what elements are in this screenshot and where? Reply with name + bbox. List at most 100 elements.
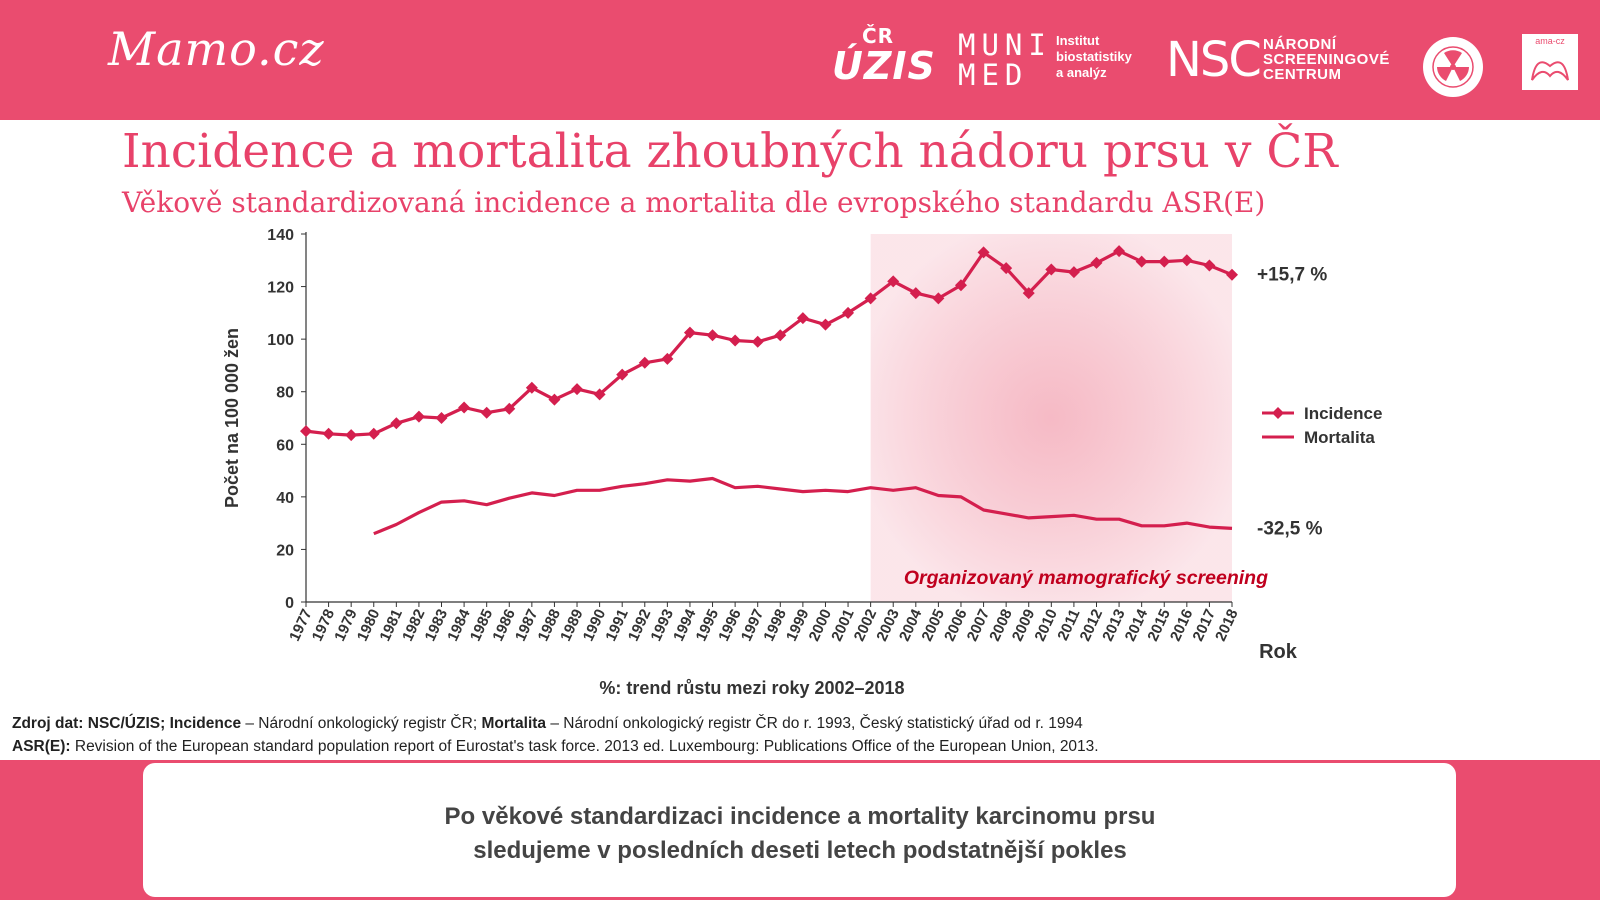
conclusion-line-1: Po věkové standardizaci incidence a mort… (444, 803, 1156, 830)
institute-line-2: biostatistiky (1056, 49, 1132, 64)
conclusion-box (143, 763, 1456, 897)
trend-note: %: trend růstu mezi roky 2002–2018 (599, 678, 905, 698)
y-tick-label: 0 (285, 595, 294, 612)
data-point-incidence (345, 429, 358, 442)
ama-logo: ama-cz (1522, 34, 1578, 90)
asr-text: Revision of the European standard popula… (70, 738, 1099, 755)
data-point-incidence (887, 275, 900, 288)
data-point-incidence (367, 427, 380, 440)
institute-logo-text: Institut biostatistiky a analýz (1056, 33, 1132, 81)
ama-logo-text: ama-cz (1535, 36, 1565, 46)
data-point-incidence (774, 329, 787, 342)
data-point-incidence (571, 383, 584, 396)
data-point-incidence (683, 326, 696, 339)
source-label: Zdroj dat: NSC/ÚZIS; Incidence (12, 715, 242, 732)
source-line-2: ASR(E): Revision of the European standar… (12, 735, 1099, 758)
data-point-incidence (796, 312, 809, 325)
radiology-society-logo-icon (1423, 37, 1483, 97)
screening-label: Organizovaný mamografický screening (904, 567, 1268, 589)
data-point-incidence (322, 427, 335, 440)
x-tick-label: 2010 (1031, 607, 1061, 644)
muni-med-logo: MUNI MED (958, 30, 1052, 90)
data-point-incidence (1180, 254, 1193, 267)
data-point-incidence (977, 246, 990, 259)
source-text-1: – Národní onkologický registr ČR; (241, 715, 482, 732)
data-point-incidence (751, 335, 764, 348)
y-tick-label: 80 (276, 385, 294, 402)
data-point-incidence (1045, 263, 1058, 276)
data-point-incidence (1000, 262, 1013, 275)
y-tick-label: 40 (276, 490, 294, 507)
data-point-incidence (638, 356, 651, 369)
legend-marker-incidence (1272, 407, 1284, 419)
data-point-incidence (548, 393, 561, 406)
chart-subtitle: Věkově standardizovaná incidence a morta… (122, 186, 1266, 219)
data-point-incidence (864, 292, 877, 305)
source-line-1: Zdroj dat: NSC/ÚZIS; Incidence – Národní… (12, 712, 1099, 735)
data-point-incidence (729, 334, 742, 347)
nsc-line-2: SCREENINGOVÉ (1263, 51, 1390, 68)
y-tick-label: 120 (267, 280, 294, 297)
data-point-incidence (1022, 287, 1035, 300)
data-point-incidence (390, 417, 403, 430)
legend-label-incidence: Incidence (1304, 404, 1382, 423)
source-note: Zdroj dat: NSC/ÚZIS; Incidence – Národní… (12, 712, 1099, 758)
data-point-incidence (1090, 256, 1103, 269)
nsc-logo: NSC (1166, 32, 1262, 88)
source-mortality-label: Mortalita (481, 715, 547, 732)
data-point-incidence (1113, 245, 1126, 258)
data-point-incidence (909, 287, 922, 300)
screening-region (870, 234, 1232, 602)
data-point-incidence (300, 425, 312, 438)
y-tick-label: 20 (276, 542, 294, 559)
uzis-logo-cr: ČR (862, 24, 895, 48)
header-bar (0, 0, 1600, 120)
nsc-line-3: CENTRUM (1263, 66, 1342, 83)
y-axis-label: Počet na 100 000 žen (222, 328, 242, 508)
conclusion-line-2: sledujeme v posledních deseti letech pod… (473, 837, 1127, 864)
trend-note-wrap: %: trend růstu mezi roky 2002–2018 (0, 678, 1600, 699)
y-tick-label: 60 (276, 437, 294, 454)
data-point-incidence (616, 368, 629, 381)
institute-line-1: Institut (1056, 33, 1100, 48)
conclusion-text: Po věkové standardizaci incidence a mort… (0, 800, 1600, 868)
data-point-incidence (932, 292, 945, 305)
data-point-incidence (1203, 259, 1216, 272)
data-point-incidence (706, 329, 719, 342)
data-point-incidence (593, 388, 606, 401)
uzis-logo: ÚZIS ČR (832, 24, 936, 88)
data-point-incidence (954, 279, 967, 292)
data-point-incidence (1067, 266, 1080, 279)
data-point-incidence (525, 381, 538, 394)
data-point-incidence (1158, 255, 1171, 268)
source-text-2: – Národní onkologický registr ČR do r. 1… (546, 715, 1083, 732)
data-point-incidence (458, 401, 471, 414)
nsc-line-1: NÁRODNÍ (1263, 36, 1337, 53)
data-point-incidence (435, 412, 448, 424)
brand-logo[interactable]: Mamo.cz (108, 22, 325, 76)
data-point-incidence (1226, 268, 1238, 281)
mortality-trend-label: -32,5 % (1257, 518, 1323, 539)
y-tick-label: 100 (267, 332, 294, 349)
nsc-logo-text: NÁRODNÍ SCREENINGOVÉ CENTRUM (1263, 37, 1390, 82)
muni-logo-text: MUNI (958, 28, 1052, 62)
ama-ribbon-icon (1531, 61, 1569, 81)
data-point-incidence (842, 306, 855, 319)
data-point-incidence (819, 318, 832, 331)
data-point-incidence (503, 402, 516, 415)
data-point-incidence (1135, 255, 1148, 268)
x-axis-label: Rok (1259, 641, 1298, 663)
asr-label: ASR(E): (12, 738, 71, 755)
chart-title: Incidence a mortalita zhoubných nádoru p… (122, 124, 1338, 179)
incidence-trend-label: +15,7 % (1257, 265, 1327, 286)
y-tick-label: 140 (267, 227, 294, 244)
med-logo-text: MED (958, 58, 1029, 92)
uzis-logo-text: ÚZIS (832, 44, 936, 88)
x-tick-label: 2018 (1212, 607, 1242, 644)
line-chart: 0204060801001201401977197819791980198119… (222, 227, 1382, 663)
series-line-mortalita (373, 476, 1233, 536)
data-point-incidence (661, 352, 674, 365)
data-point-incidence (480, 406, 493, 419)
legend-label-mortalita: Mortalita (1304, 428, 1375, 447)
data-point-incidence (412, 410, 425, 423)
